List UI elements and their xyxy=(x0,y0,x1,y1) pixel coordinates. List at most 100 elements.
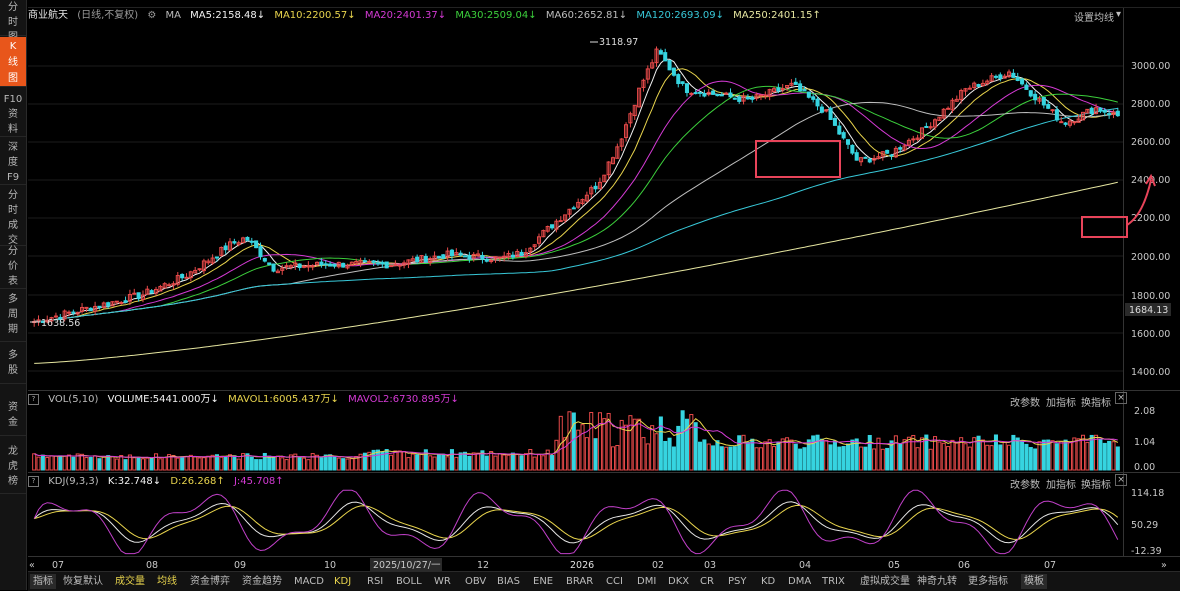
sidebar-item-kline[interactable]: K 线 图 xyxy=(0,37,26,87)
tab-wr[interactable]: WR xyxy=(434,576,451,587)
candle-body xyxy=(658,50,663,55)
volume-bar xyxy=(928,448,933,471)
candle-body xyxy=(732,97,737,100)
candlesticks xyxy=(32,46,1120,327)
volume-bar xyxy=(650,425,655,471)
help-icon[interactable]: ? xyxy=(28,393,39,405)
tab-rsi[interactable]: RSI xyxy=(367,576,384,587)
tab-kd[interactable]: KD xyxy=(761,576,776,587)
current-price-label: 1684.13 xyxy=(1129,305,1168,316)
sidebar-item-multi-stock[interactable]: 多 股 xyxy=(0,348,26,384)
tab-psy[interactable]: PSY xyxy=(728,576,747,587)
candle-body xyxy=(232,241,237,244)
volume-edit-params-button[interactable]: 改参数 xyxy=(1010,398,1040,409)
candle-body xyxy=(815,98,820,107)
candle-body xyxy=(597,181,602,190)
tab-dkx[interactable]: DKX xyxy=(668,576,690,587)
candle-body xyxy=(719,94,724,97)
volume-bar xyxy=(214,454,219,471)
kdj-close-icon[interactable]: × xyxy=(1115,474,1127,486)
volume-bar xyxy=(101,455,106,471)
candle-body xyxy=(371,260,376,263)
tab-trix[interactable]: TRIX xyxy=(822,576,845,587)
tab-capital-trend[interactable]: 资金趋势 xyxy=(242,576,282,587)
volume-bar xyxy=(876,437,881,471)
ma-label: MA xyxy=(165,10,181,21)
help-icon[interactable]: ? xyxy=(28,475,39,487)
volume-bar xyxy=(1063,439,1068,471)
scroll-left-icon[interactable]: « xyxy=(29,560,35,571)
sidebar-item-price-table[interactable]: 分 价 表 xyxy=(0,244,26,289)
volume-bar xyxy=(123,459,128,471)
volume-bar xyxy=(145,457,150,471)
candle-body xyxy=(297,263,302,268)
tab-restore-default[interactable]: 恢复默认 xyxy=(63,576,103,587)
tab-kdj[interactable]: KDJ xyxy=(334,576,352,587)
tab-macd[interactable]: MACD xyxy=(294,576,324,587)
settings-dropdown-icon[interactable]: ▾ xyxy=(1116,9,1122,20)
sidebar-item-depth[interactable]: 深 度 F9 xyxy=(0,140,26,185)
volume-bar xyxy=(106,455,111,471)
tab-volume[interactable]: 成交量 xyxy=(115,576,145,587)
ma-settings-button[interactable]: 设置均线 xyxy=(1074,13,1114,24)
ma-gear-icon[interactable]: ⚙ xyxy=(147,10,157,21)
candle-body xyxy=(71,311,76,314)
volume-bar xyxy=(345,458,350,471)
tab-dmi[interactable]: DMI xyxy=(637,576,657,587)
chart-svg[interactable]: 3000.00 2800.00 2600.00 2400.00 2200.00 … xyxy=(28,0,1180,590)
volume-bar xyxy=(602,418,607,471)
sidebar-item-ticks[interactable]: 分 时 成 交 xyxy=(0,188,26,246)
candle-body xyxy=(550,224,555,229)
tab-cr[interactable]: CR xyxy=(700,576,714,587)
kdj-switch-indicator-button[interactable]: 换指标 xyxy=(1081,480,1111,491)
candle-body xyxy=(758,94,763,97)
tab-boll[interactable]: BOLL xyxy=(396,576,422,587)
volume-bar xyxy=(397,450,402,471)
kdj-edit-params-button[interactable]: 改参数 xyxy=(1010,480,1040,491)
candle-body xyxy=(1080,111,1086,121)
candle-body xyxy=(715,93,720,97)
highlight-box-consolidation xyxy=(755,140,841,178)
volume-bar xyxy=(88,456,93,471)
tab-obv[interactable]: OBV xyxy=(465,576,487,587)
sidebar-item-dragon-tiger[interactable]: 龙 虎 榜 xyxy=(0,444,26,494)
kdj-add-indicator-button[interactable]: 加指标 xyxy=(1046,480,1076,491)
ma5-line xyxy=(34,58,1118,322)
tab-ene[interactable]: ENE xyxy=(533,576,554,587)
tab-cci[interactable]: CCI xyxy=(606,576,623,587)
sidebar-item-timeshare[interactable]: 分 时 图 xyxy=(0,0,26,43)
tab-ma[interactable]: 均线 xyxy=(157,576,177,587)
sidebar-item-multi-period[interactable]: 多 周 期 xyxy=(0,292,26,342)
candle-body xyxy=(650,62,655,69)
tab-bias[interactable]: BIAS xyxy=(497,576,520,587)
candle-body xyxy=(628,113,633,124)
candle-body xyxy=(998,74,1003,80)
candle-body xyxy=(171,283,176,286)
volume-bar xyxy=(684,418,689,471)
tab-more-indicators[interactable]: 更多指标 xyxy=(968,576,1008,587)
tab-virtual-volume[interactable]: 虚拟成交量 xyxy=(860,576,910,587)
volume-bar xyxy=(950,439,955,471)
candle-body xyxy=(580,199,585,204)
sidebar-item-capital[interactable]: 资 金 xyxy=(0,400,26,436)
sidebar-item-f10[interactable]: F10 资 料 xyxy=(0,92,26,137)
tab-capital-game[interactable]: 资金博弈 xyxy=(190,576,230,587)
volume-bar xyxy=(780,438,785,471)
volume-bar xyxy=(293,453,298,471)
tab-template[interactable]: 模板 xyxy=(1021,574,1047,589)
candle-body xyxy=(584,194,589,202)
tab-indicators[interactable]: 指标 xyxy=(30,574,56,589)
tab-dma[interactable]: DMA xyxy=(788,576,812,587)
candle-body xyxy=(341,262,346,268)
volume-bar xyxy=(1054,443,1059,471)
candle-body xyxy=(284,265,289,268)
volume-bar xyxy=(45,456,50,471)
scroll-right-icon[interactable]: » xyxy=(1161,560,1167,571)
volume-add-indicator-button[interactable]: 加指标 xyxy=(1046,398,1076,409)
tab-brar[interactable]: BRAR xyxy=(566,576,594,587)
volume-close-icon[interactable]: × xyxy=(1115,392,1127,404)
volume-bar xyxy=(197,457,202,471)
volume-switch-indicator-button[interactable]: 换指标 xyxy=(1081,398,1111,409)
tab-magic-nine[interactable]: 神奇九转 xyxy=(917,576,957,587)
volume-bar xyxy=(323,454,328,471)
